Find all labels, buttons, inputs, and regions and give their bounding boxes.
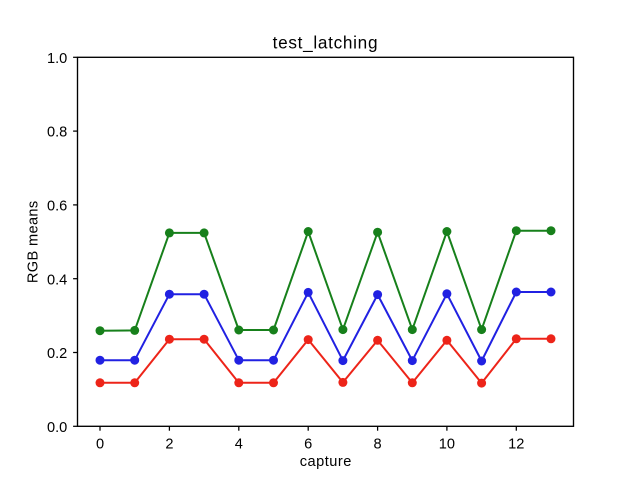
svg-text:10: 10 bbox=[439, 437, 455, 453]
svg-text:0.6: 0.6 bbox=[47, 199, 67, 215]
svg-text:0.8: 0.8 bbox=[47, 125, 67, 141]
svg-text:test_latching: test_latching bbox=[273, 32, 379, 52]
svg-text:0: 0 bbox=[96, 437, 104, 453]
svg-text:8: 8 bbox=[374, 437, 382, 453]
svg-text:6: 6 bbox=[304, 437, 312, 453]
svg-text:4: 4 bbox=[235, 437, 243, 453]
svg-text:1.0: 1.0 bbox=[47, 51, 67, 67]
svg-text:0.4: 0.4 bbox=[47, 272, 67, 288]
svg-text:0.0: 0.0 bbox=[47, 420, 67, 436]
svg-text:0.2: 0.2 bbox=[47, 346, 67, 362]
svg-text:capture: capture bbox=[300, 454, 352, 470]
svg-text:12: 12 bbox=[508, 437, 524, 453]
svg-text:2: 2 bbox=[165, 437, 173, 453]
svg-text:RGB means: RGB means bbox=[26, 200, 42, 283]
